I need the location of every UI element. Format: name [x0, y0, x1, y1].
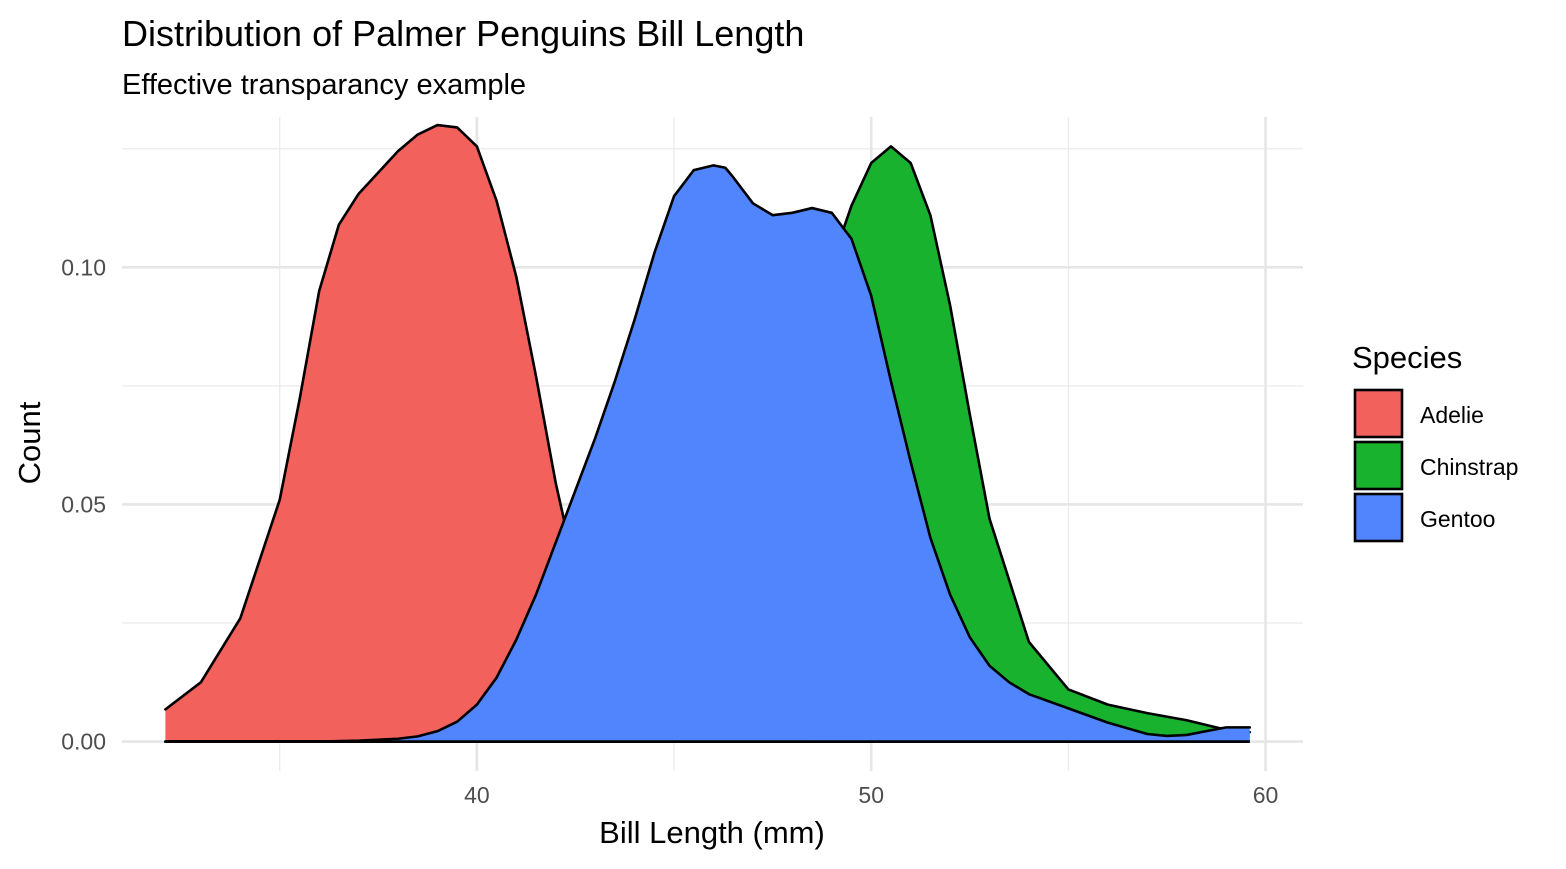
x-axis-label: Bill Length (mm) — [599, 815, 825, 850]
density-area-gentoo — [165, 165, 1250, 742]
x-tick-label: 50 — [858, 782, 884, 808]
legend-label: Chinstrap — [1420, 454, 1518, 480]
legend-items: Adelie Chinstrap Gentoo — [1353, 388, 1518, 543]
y-tick-label: 0.05 — [61, 491, 106, 517]
legend-swatch — [1353, 388, 1404, 439]
density-outline-gentoo — [164, 164, 1252, 743]
density-areas — [164, 123, 1252, 743]
legend-label: Adelie — [1420, 402, 1484, 428]
density-area-chinstrap — [165, 146, 1250, 742]
legend-title: Species — [1352, 340, 1462, 375]
legend-label: Gentoo — [1420, 506, 1495, 532]
chart-title: Distribution of Palmer Penguins Bill Len… — [122, 13, 804, 54]
x-tick-label: 60 — [1253, 782, 1279, 808]
density-area-adelie — [165, 125, 872, 742]
chart-subtitle: Effective transparancy example — [122, 69, 526, 101]
legend-item-gentoo: Gentoo — [1353, 492, 1495, 543]
legend-swatch — [1353, 492, 1404, 543]
x-axis-ticks: 40 50 60 — [464, 782, 1278, 808]
legend-swatch — [1353, 440, 1404, 491]
legend: Species Adelie Chinstrap Gentoo — [1352, 340, 1518, 543]
y-axis-ticks: 0.00 0.05 0.10 — [61, 254, 106, 754]
legend-item-chinstrap: Chinstrap — [1353, 440, 1518, 491]
y-axis-label: Count — [12, 401, 47, 484]
y-tick-label: 0.00 — [61, 729, 106, 755]
y-tick-label: 0.10 — [61, 254, 106, 280]
x-tick-label: 40 — [464, 782, 490, 808]
legend-item-adelie: Adelie — [1353, 388, 1484, 439]
